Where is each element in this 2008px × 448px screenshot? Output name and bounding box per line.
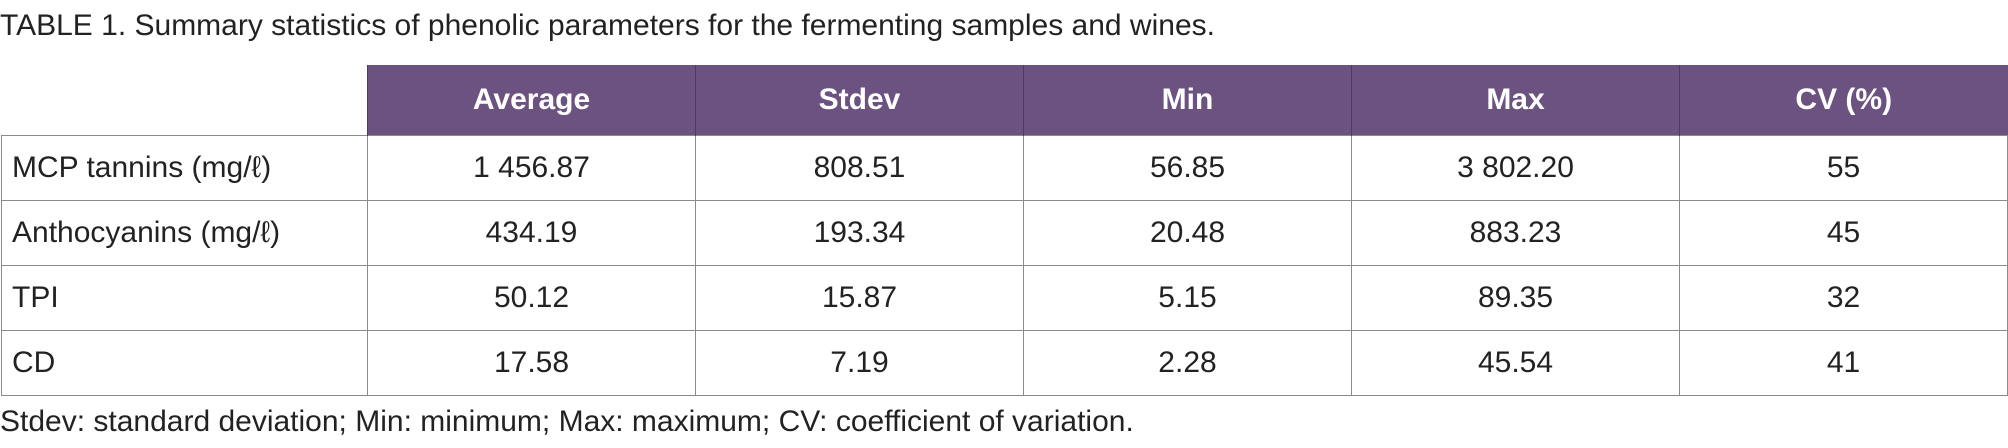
cell-cv: 41 — [1679, 329, 2008, 396]
table-row: MCP tannins (mg/ℓ) 1 456.87 808.51 56.85… — [1, 134, 2008, 201]
cell-cv: 45 — [1679, 199, 2008, 266]
cell-stdev: 193.34 — [695, 199, 1024, 266]
row-label: CD — [1, 329, 368, 396]
table-row: TPI 50.12 15.87 5.15 89.35 32 — [1, 264, 2008, 331]
header-max: Max — [1351, 65, 1680, 135]
cell-max: 89.35 — [1351, 264, 1680, 331]
cell-average: 17.58 — [367, 329, 696, 396]
cell-average: 434.19 — [367, 199, 696, 266]
header-min: Min — [1023, 65, 1352, 135]
header-cv: CV (%) — [1679, 65, 2008, 135]
cell-max: 3 802.20 — [1351, 134, 1680, 201]
header-corner-cell — [1, 65, 368, 135]
row-label: Anthocyanins (mg/ℓ) — [1, 199, 368, 266]
cell-max: 45.54 — [1351, 329, 1680, 396]
cell-stdev: 808.51 — [695, 134, 1024, 201]
cell-max: 883.23 — [1351, 199, 1680, 266]
row-label: TPI — [1, 264, 368, 331]
table-caption: TABLE 1. Summary statistics of phenolic … — [0, 9, 1215, 42]
header-average: Average — [367, 65, 696, 135]
cell-cv: 55 — [1679, 134, 2008, 201]
table-header-row: Average Stdev Min Max CV (%) — [1, 65, 2008, 135]
cell-min: 5.15 — [1023, 264, 1352, 331]
cell-stdev: 15.87 — [695, 264, 1024, 331]
table-footnote: Stdev: standard deviation; Min: minimum;… — [0, 405, 1134, 438]
cell-average: 1 456.87 — [367, 134, 696, 201]
cell-average: 50.12 — [367, 264, 696, 331]
cell-min: 2.28 — [1023, 329, 1352, 396]
cell-cv: 32 — [1679, 264, 2008, 331]
cell-min: 56.85 — [1023, 134, 1352, 201]
summary-statistics-table: Average Stdev Min Max CV (%) MCP tannins… — [1, 65, 2008, 396]
header-stdev: Stdev — [695, 65, 1024, 135]
table-row: Anthocyanins (mg/ℓ) 434.19 193.34 20.48 … — [1, 199, 2008, 266]
table-row: CD 17.58 7.19 2.28 45.54 41 — [1, 329, 2008, 396]
cell-stdev: 7.19 — [695, 329, 1024, 396]
cell-min: 20.48 — [1023, 199, 1352, 266]
row-label: MCP tannins (mg/ℓ) — [1, 134, 368, 201]
